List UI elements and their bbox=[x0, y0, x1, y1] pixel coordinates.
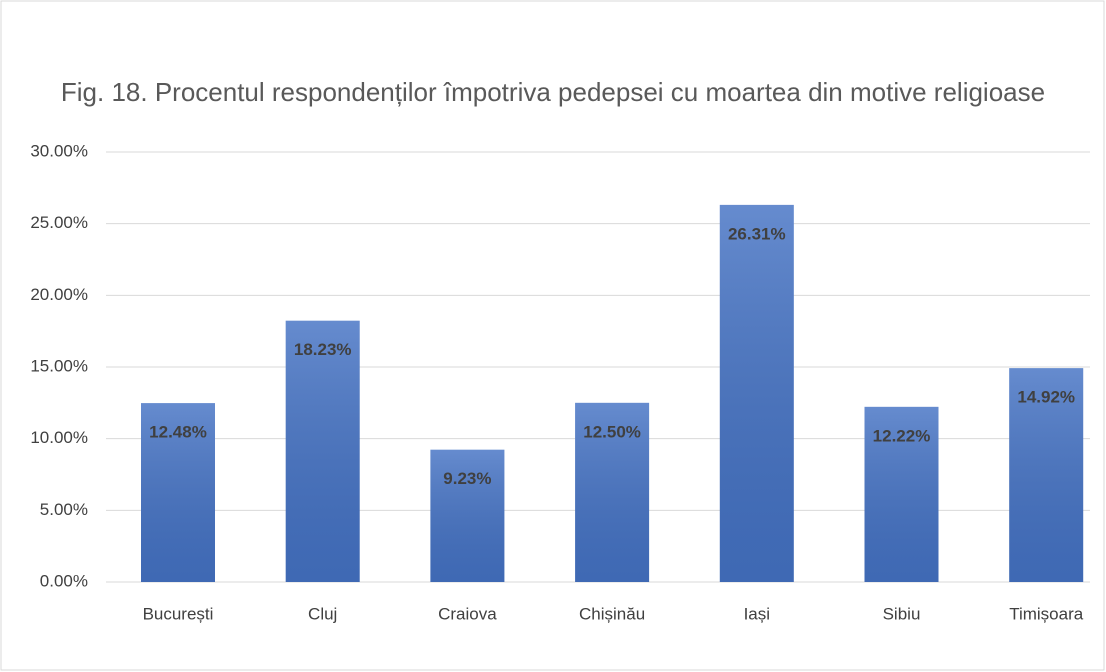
data-label: 12.22% bbox=[873, 426, 931, 445]
bar-sheen bbox=[1009, 368, 1084, 582]
y-tick-label: 0.00% bbox=[40, 571, 88, 590]
data-label: 12.48% bbox=[149, 423, 207, 442]
y-tick-label: 5.00% bbox=[40, 500, 88, 519]
data-label: 18.23% bbox=[294, 340, 352, 359]
y-tick-label: 10.00% bbox=[30, 428, 88, 447]
data-label: 9.23% bbox=[443, 469, 491, 488]
y-tick-label: 15.00% bbox=[30, 356, 88, 375]
bar-sheen bbox=[141, 403, 215, 582]
x-tick-label: Iași bbox=[744, 604, 770, 623]
x-tick-label: Sibiu bbox=[883, 604, 921, 623]
x-tick-label: Cluj bbox=[308, 604, 337, 623]
x-tick-label: Chișinău bbox=[579, 604, 645, 623]
chart-title: Fig. 18. Procentul respondenților împotr… bbox=[60, 77, 1046, 107]
y-tick-label: 30.00% bbox=[30, 141, 88, 160]
bar-sheen bbox=[864, 406, 939, 582]
data-label: 26.31% bbox=[728, 224, 786, 243]
y-tick-label: 25.00% bbox=[30, 213, 88, 232]
bar-sheen bbox=[719, 204, 794, 582]
x-tick-label: București bbox=[143, 604, 214, 623]
bar-sheen bbox=[575, 402, 650, 582]
bar-sheen bbox=[430, 449, 505, 582]
data-label: 14.92% bbox=[1017, 388, 1075, 407]
y-tick-label: 20.00% bbox=[30, 285, 88, 304]
x-tick-label: Timișoara bbox=[1009, 604, 1084, 623]
data-label: 12.50% bbox=[583, 422, 641, 441]
bar-sheen bbox=[285, 320, 360, 582]
x-tick-label: Craiova bbox=[438, 604, 497, 623]
